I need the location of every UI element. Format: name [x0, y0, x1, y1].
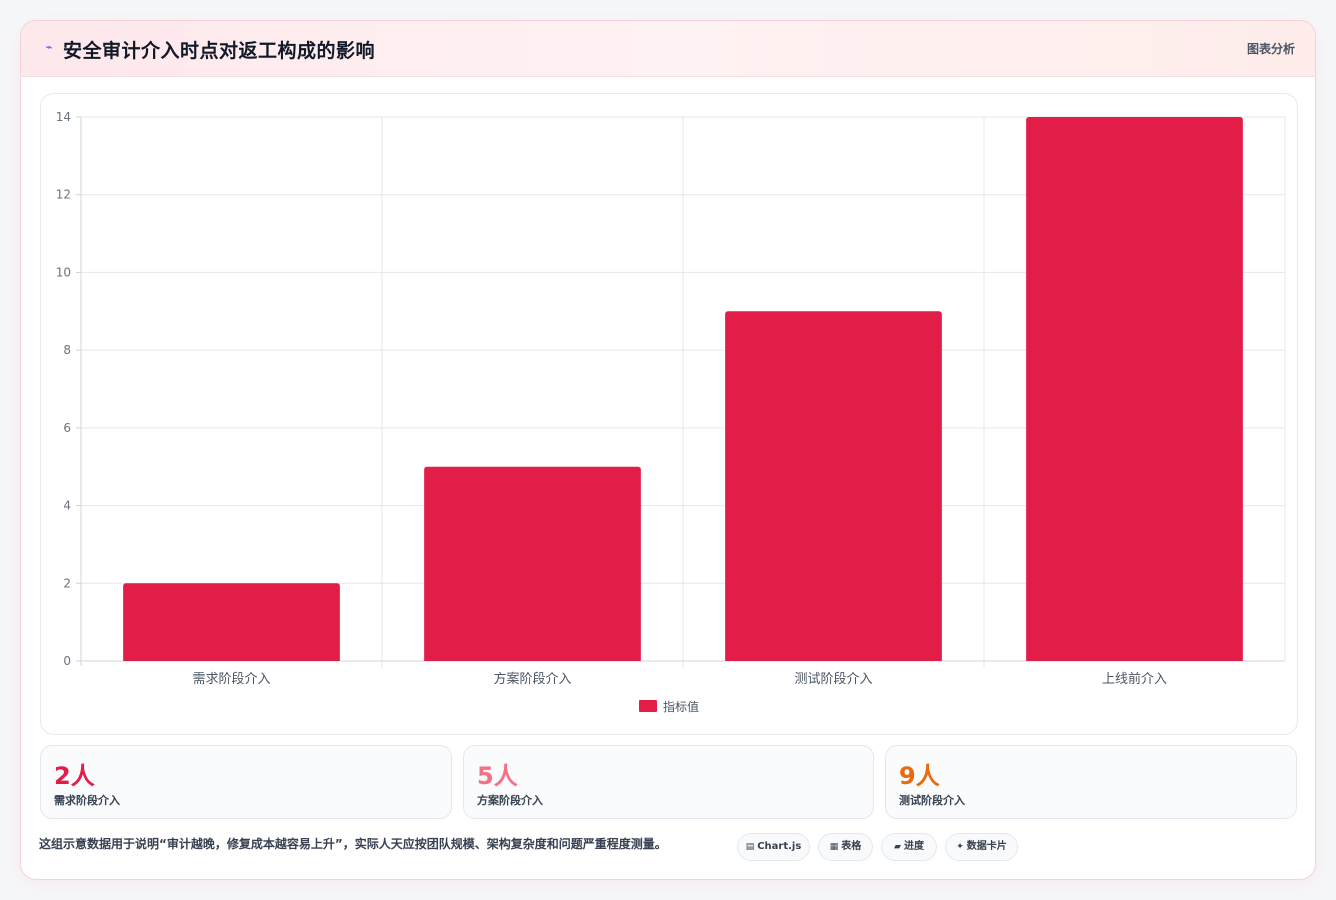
bar	[725, 311, 942, 661]
stat-label: 方案阶段介入	[477, 794, 543, 807]
y-tick-label: 4	[63, 499, 71, 513]
bar	[123, 583, 340, 661]
footnote: 这组示意数据用于说明“审计越晚，修复成本越容易上升”，实际人天应按团队规模、架构…	[39, 837, 667, 851]
card-header: ⌁ 安全审计介入时点对返工构成的影响 图表分析	[21, 21, 1315, 77]
stat-value: 2人	[54, 762, 95, 790]
chip-label: 进度	[903, 841, 924, 852]
chip-label: 数据卡片	[966, 841, 1007, 852]
chart-analysis-button[interactable]: 图表分析	[1246, 42, 1295, 56]
stat-label: 测试阶段介入	[899, 794, 965, 807]
y-tick-label: 14	[56, 110, 71, 124]
table-icon: ▦	[829, 842, 839, 852]
chip-label: 表格	[841, 841, 862, 852]
bar	[424, 466, 641, 661]
x-tick-label: 测试阶段介入	[794, 672, 872, 687]
stat-value: 9人	[899, 762, 940, 790]
sparkle-icon: ✦	[956, 842, 964, 852]
lightning-icon: ⌁	[45, 40, 53, 54]
legend-swatch	[639, 700, 657, 712]
x-tick-label: 方案阶段介入	[493, 671, 571, 687]
y-tick-label: 12	[56, 188, 71, 202]
stat-card: 5人 方案阶段介入	[463, 745, 874, 819]
chart-card: ⌁ 安全审计介入时点对返工构成的影响 图表分析 0 2 4 6 8 10 12 14 需求阶段介…	[20, 20, 1316, 880]
x-tick-label: 上线前介入	[1102, 671, 1167, 687]
chip-table[interactable]: ▦ 表格	[818, 833, 873, 861]
y-tick-label: 6	[63, 421, 71, 435]
chart-area: 0 2 4 6 8 10 12 14 需求阶段介入 方案阶段介入 测试阶段介入 上线前介入指标值	[40, 93, 1298, 735]
y-tick-label: 8	[63, 343, 71, 357]
chip-progress[interactable]: ▰ 进度	[881, 833, 937, 861]
stat-card: 2人 需求阶段介入	[40, 745, 452, 819]
chart-icon: ▤	[745, 842, 755, 852]
legend-label: 指标值	[663, 699, 699, 714]
y-tick-label: 10	[56, 265, 71, 279]
chip-label: Chart.js	[757, 841, 802, 852]
y-tick-label: 0	[63, 654, 71, 668]
bar	[1026, 117, 1243, 661]
chip-data-card[interactable]: ✦ 数据卡片	[945, 833, 1018, 861]
x-tick-label: 需求阶段介入	[192, 672, 270, 687]
stat-value: 5人	[477, 762, 518, 790]
stat-label: 需求阶段介入	[54, 794, 120, 807]
progress-icon: ▰	[894, 842, 901, 852]
chart-title: 安全审计介入时点对返工构成的影响	[63, 40, 376, 62]
y-tick-label: 2	[63, 576, 71, 590]
chip-chartjs[interactable]: ▤ Chart.js	[737, 833, 810, 861]
stat-card: 9人 测试阶段介入	[885, 745, 1297, 819]
